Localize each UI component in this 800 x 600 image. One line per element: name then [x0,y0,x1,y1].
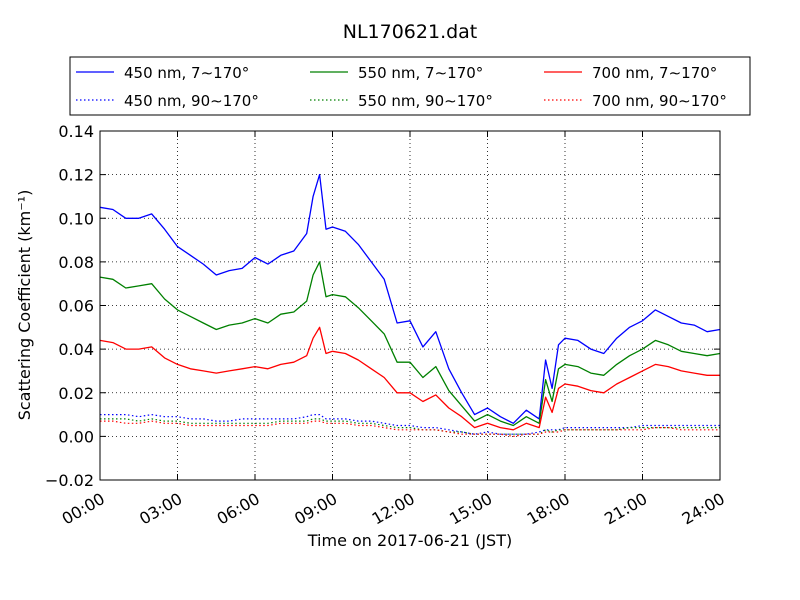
y-axis-title: Scattering Coefficient (km⁻¹) [15,190,34,421]
legend-label: 550 nm, 90∼170° [358,92,493,110]
legend-label: 700 nm, 90∼170° [592,92,727,110]
legend-label: 700 nm, 7∼170° [592,64,717,82]
series-line-4 [100,414,720,435]
x-tick-label: 00:00 [59,489,108,529]
x-tick-label: 15:00 [446,489,495,529]
x-axis-title: Time on 2017-06-21 (JST) [307,531,512,550]
legend: 450 nm, 7∼170° 550 nm, 7∼170° 700 nm, 7∼17… [69,56,751,116]
series-line-2 [99,261,721,427]
x-tick-label: 24:00 [679,489,728,529]
y-tick-label: 0.08 [58,253,94,272]
grid-lines [100,131,720,480]
y-tick-label: 0.06 [58,297,94,316]
y-tick-label: 0.12 [58,166,94,185]
y-tick-label: 0.10 [58,209,94,228]
series-line-1 [99,173,721,424]
x-tick-label: 06:00 [214,489,263,529]
y-tick-label: −0.02 [45,471,94,490]
series-line-5 [100,418,720,435]
x-tick-label: 18:00 [524,489,573,529]
chart-title: NL170621.dat [343,21,478,43]
x-tick-label: 03:00 [136,489,185,529]
x-tick-label: 09:00 [291,489,340,529]
legend-label: 550 nm, 7∼170° [358,64,483,82]
legend-frame [69,56,751,116]
series-line-6 [100,420,720,437]
legend-label: 450 nm, 7∼170° [124,64,249,82]
series-lines [99,173,721,437]
y-tick-label: 0.02 [58,384,94,403]
legend-label: 450 nm, 90∼170° [124,92,259,110]
series-line-3 [99,326,720,431]
y-tick-label: 0.04 [58,340,94,359]
y-tick-label: 0.14 [58,122,94,141]
y-tick-label: 0.00 [58,427,94,446]
x-tick-label: 12:00 [369,489,418,529]
axis-ticks: 00:00 03:00 06:00 09:00 12:00 15:00 18:00 21:00… [45,122,728,529]
x-tick-label: 21:00 [601,489,650,529]
